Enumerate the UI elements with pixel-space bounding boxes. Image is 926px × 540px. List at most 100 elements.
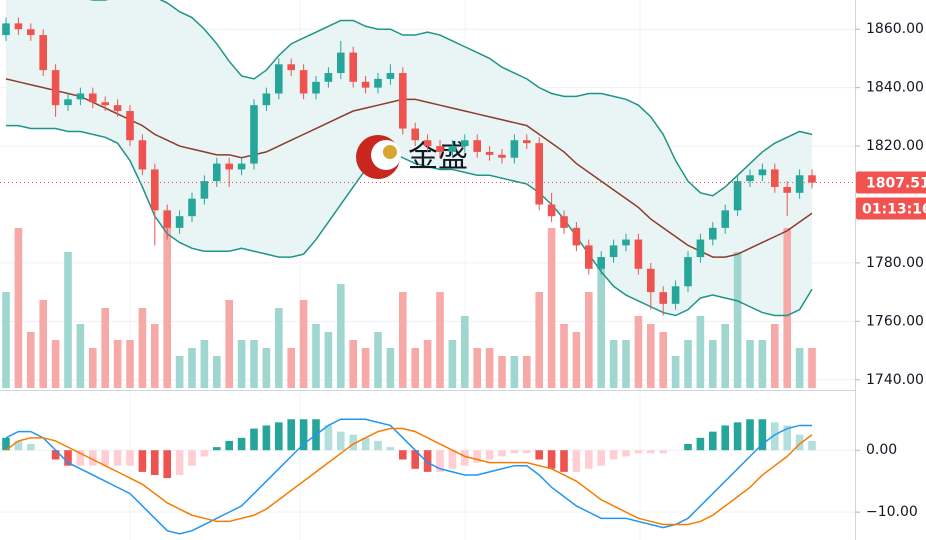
macd-hist-bar — [113, 450, 122, 466]
volume-bar — [572, 332, 581, 388]
volume-bar — [461, 316, 469, 388]
macd-hist-bar — [436, 450, 444, 472]
volume-bar — [671, 356, 680, 388]
volume-bar — [250, 340, 258, 388]
macd-hist-bar — [560, 450, 568, 472]
candle-body — [572, 227, 581, 246]
macd-hist-bar — [498, 450, 506, 457]
volume-bar — [535, 292, 543, 388]
candle-body — [585, 245, 593, 269]
macd-hist-bar — [634, 450, 643, 454]
volume-bar — [237, 340, 246, 388]
volume-bar — [547, 228, 556, 388]
macd-hist-bar — [324, 425, 333, 451]
watermark: 金盛 — [356, 135, 468, 179]
countdown-label: 01:13:16 — [862, 202, 926, 218]
macd-dif-line — [5, 418, 812, 535]
volume-bar — [51, 340, 60, 388]
candle-body — [51, 70, 60, 106]
candle-body — [250, 105, 258, 164]
y-tick-label: 1820.00 — [866, 138, 924, 154]
candle-body — [485, 151, 494, 155]
macd-hist-bar — [386, 447, 395, 451]
macd-hist-bar — [200, 450, 209, 457]
band-fill — [6, 0, 812, 316]
macd-hist-bar — [609, 450, 618, 460]
macd-hist-bar — [2, 437, 10, 451]
candle-body — [473, 140, 481, 152]
volume-bar — [312, 324, 320, 388]
candles — [0, 17, 855, 316]
candle-body — [89, 93, 97, 103]
macd-hist-bar — [709, 431, 717, 451]
candle-body — [547, 204, 556, 217]
candle-body — [560, 216, 568, 228]
candle-body — [399, 73, 407, 129]
candle-body — [324, 73, 333, 82]
candle-body — [337, 52, 345, 74]
volume-bar — [647, 324, 655, 388]
y-tick-label: 1780.00 — [866, 255, 924, 271]
volume-bar — [163, 228, 171, 388]
macd-hist-bar — [151, 450, 159, 475]
price-axis: 1740.00 1760.00 1780.00 1820.00 1840.00 1860.… — [855, 21, 926, 520]
volume-bar — [225, 300, 233, 388]
macd-hist-bar — [733, 422, 742, 451]
candle-body — [771, 169, 779, 187]
macd-dea-line — [5, 427, 813, 526]
candle-body — [461, 140, 469, 147]
candle-body — [423, 140, 432, 147]
volume-bar — [151, 324, 159, 388]
macd-hist-bar — [188, 450, 196, 466]
candle-body — [163, 210, 171, 228]
volume-bar — [709, 340, 717, 388]
volume-bar — [64, 252, 72, 388]
volume-bar — [733, 252, 742, 388]
macd-hist-bar — [213, 447, 221, 451]
candle-body — [113, 105, 122, 112]
y-tick-label: 1740.00 — [866, 372, 924, 388]
candle-body — [361, 81, 370, 88]
candle-body — [101, 102, 109, 106]
macd-hist-bar — [485, 450, 494, 460]
macd-hist-bar — [808, 440, 816, 451]
volume-bar — [622, 340, 630, 388]
candle-body — [647, 268, 655, 293]
volume-bar — [175, 356, 184, 388]
watermark-text: 金盛 — [408, 140, 468, 175]
candle-body — [175, 216, 184, 228]
volume-bar — [523, 356, 531, 388]
volume-bar — [795, 348, 804, 388]
candle-body — [312, 81, 320, 94]
volume-bar — [696, 316, 705, 388]
macd-hist-bar — [175, 450, 184, 475]
macd-hist-bar — [287, 419, 295, 451]
macd-hist-bar — [597, 450, 605, 466]
candle-body — [709, 227, 717, 240]
candle-body — [374, 78, 382, 88]
macd-hist-bar — [659, 450, 667, 454]
macd-hist-bar — [746, 419, 754, 451]
candle-body — [448, 146, 457, 152]
volume-bar — [448, 340, 457, 388]
macd-hist-bar — [163, 450, 171, 479]
volume-bar — [138, 308, 147, 388]
volume-bar — [746, 340, 754, 388]
macd-hist-bar — [361, 437, 370, 451]
candle-body — [39, 35, 47, 71]
candle-body — [275, 64, 283, 94]
macd-hist-bar — [101, 450, 109, 466]
volume-bar — [771, 324, 779, 388]
candle-body — [808, 175, 816, 183]
macd-hist-bar — [523, 450, 531, 454]
candle-body — [27, 29, 35, 36]
volume-bar — [510, 356, 519, 388]
band-line — [89, 0, 813, 197]
volume-bar — [101, 308, 109, 388]
volume-bar — [597, 260, 605, 388]
volume-bar — [76, 324, 85, 388]
candle-body — [138, 140, 147, 170]
volume-bar — [89, 348, 97, 388]
candle-body — [213, 163, 221, 182]
